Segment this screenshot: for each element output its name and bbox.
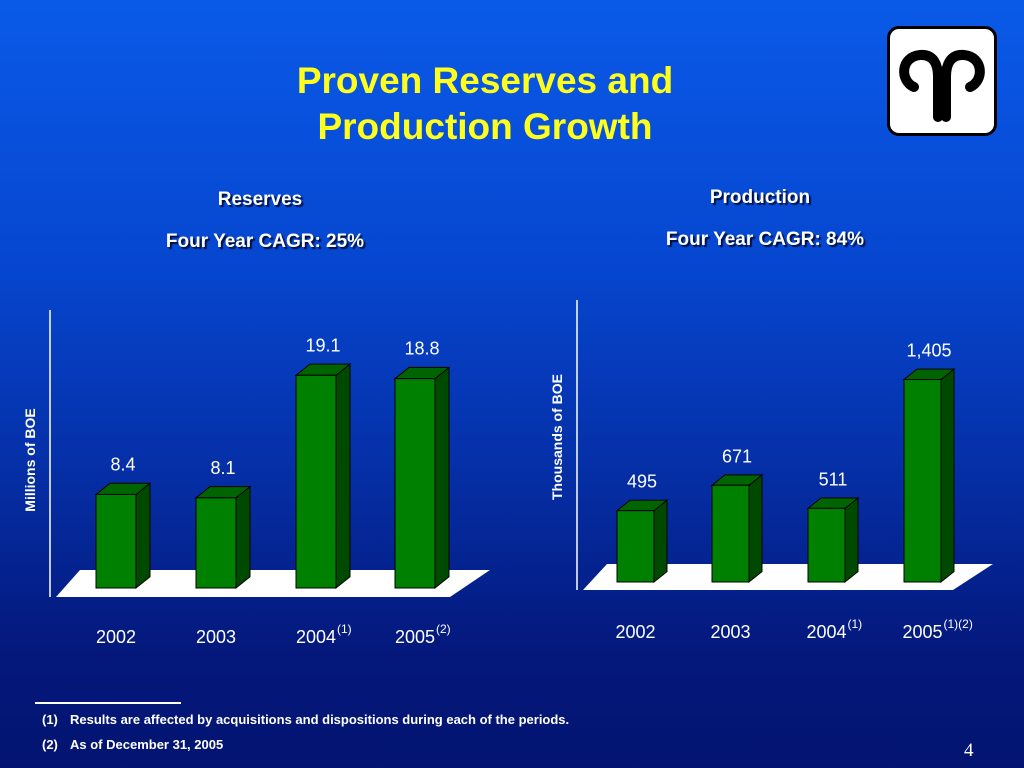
reserves-category-footnote-marker: (1): [337, 622, 352, 636]
production-y-axis-label: Thousands of BOE: [549, 374, 565, 500]
reserves-bar-side: [434, 366, 450, 590]
footnote-divider: [35, 702, 181, 704]
reserves-bar-side: [135, 482, 151, 590]
production-bar-front: [616, 510, 655, 583]
footnote-2-text: As of December 31, 2005: [70, 737, 224, 752]
production-chart-title: Production: [709, 187, 811, 208]
footnote-1: (1) Results are affected by acquisitions …: [42, 712, 569, 727]
reserves-value-label: 8.4: [110, 454, 135, 474]
footnote-2: (2) As of December 31, 2005: [42, 737, 223, 752]
logo-glyph: [899, 50, 985, 122]
reserves-value-label: 19.1: [305, 335, 340, 355]
production-bar-side: [653, 499, 668, 584]
production-value-label: 495: [627, 472, 657, 492]
reserves-bar-front: [95, 493, 137, 589]
production-category-footnote-marker: (1): [848, 617, 863, 631]
slide-title-line-2: Production Growth: [317, 106, 653, 147]
production-bar-2004: [806, 496, 860, 584]
reserves-chart-title: Reserves: [217, 189, 303, 210]
production-floor: [583, 564, 993, 590]
company-logo-icon: [887, 26, 997, 136]
production-cagr: Four Year CAGR: 84%: [665, 229, 865, 250]
production-category-label: 2005: [902, 622, 942, 642]
reserves-category-label: 2003: [196, 627, 236, 647]
reserves-bar-2005: [393, 366, 451, 590]
reserves-bar-side: [235, 485, 251, 590]
production-category-label: 2002: [615, 622, 655, 642]
reserves-category-label: 2002: [96, 627, 136, 647]
reserves-value-label: 18.8: [404, 339, 439, 359]
reserves-value-label: 8.1: [210, 458, 235, 478]
reserves-floor: [56, 570, 490, 597]
footnote-1-text: Results are affected by acquisitions and…: [70, 712, 570, 727]
production-bar-front: [903, 379, 942, 583]
production-value-label: 671: [722, 446, 752, 466]
reserves-cagr: Four Year CAGR: 25%: [165, 231, 365, 252]
footnote-1-marker: (1): [42, 712, 58, 727]
reserves-bar-2002: [94, 482, 152, 590]
production-bar-2002: [615, 499, 669, 584]
production-value-label: 511: [819, 469, 848, 489]
production-value-label: 1,405: [906, 341, 951, 361]
reserves-category-label: 2004: [296, 627, 336, 647]
reserves-bar-front: [394, 378, 436, 589]
reserves-y-axis-label: Millions of BOE: [22, 408, 38, 511]
reserves-category-label: 2005: [395, 627, 435, 647]
production-bar-side: [940, 368, 955, 584]
production-category-label: 2003: [710, 622, 750, 642]
slide-title-line-1: Proven Reserves and: [296, 60, 674, 101]
reserves-bar-front: [295, 374, 337, 589]
reserves-bar-front: [195, 497, 237, 589]
footnote-2-marker: (2): [42, 737, 58, 752]
production-bar-front: [807, 507, 846, 583]
production-bar-side: [748, 473, 763, 584]
production-category-footnote-marker: (1)(2): [944, 617, 973, 631]
production-bar-2003: [710, 473, 764, 584]
page-number: 4: [964, 740, 974, 761]
production-bar-2005: [902, 368, 956, 584]
reserves-bar-side: [335, 363, 351, 590]
slide-title: Proven Reserves and Production Growth: [200, 58, 770, 150]
reserves-bar-2003: [194, 485, 252, 590]
reserves-chart: Millions of BOE 8.4 2002 8.1 2003 19.1 2004 (1)…: [22, 310, 490, 647]
reserves-category-footnote-marker: (2): [436, 622, 451, 636]
production-bar-side: [844, 496, 859, 584]
production-bar-front: [711, 484, 750, 583]
production-category-label: 2004: [806, 622, 846, 642]
reserves-bar-2004: [294, 363, 352, 590]
